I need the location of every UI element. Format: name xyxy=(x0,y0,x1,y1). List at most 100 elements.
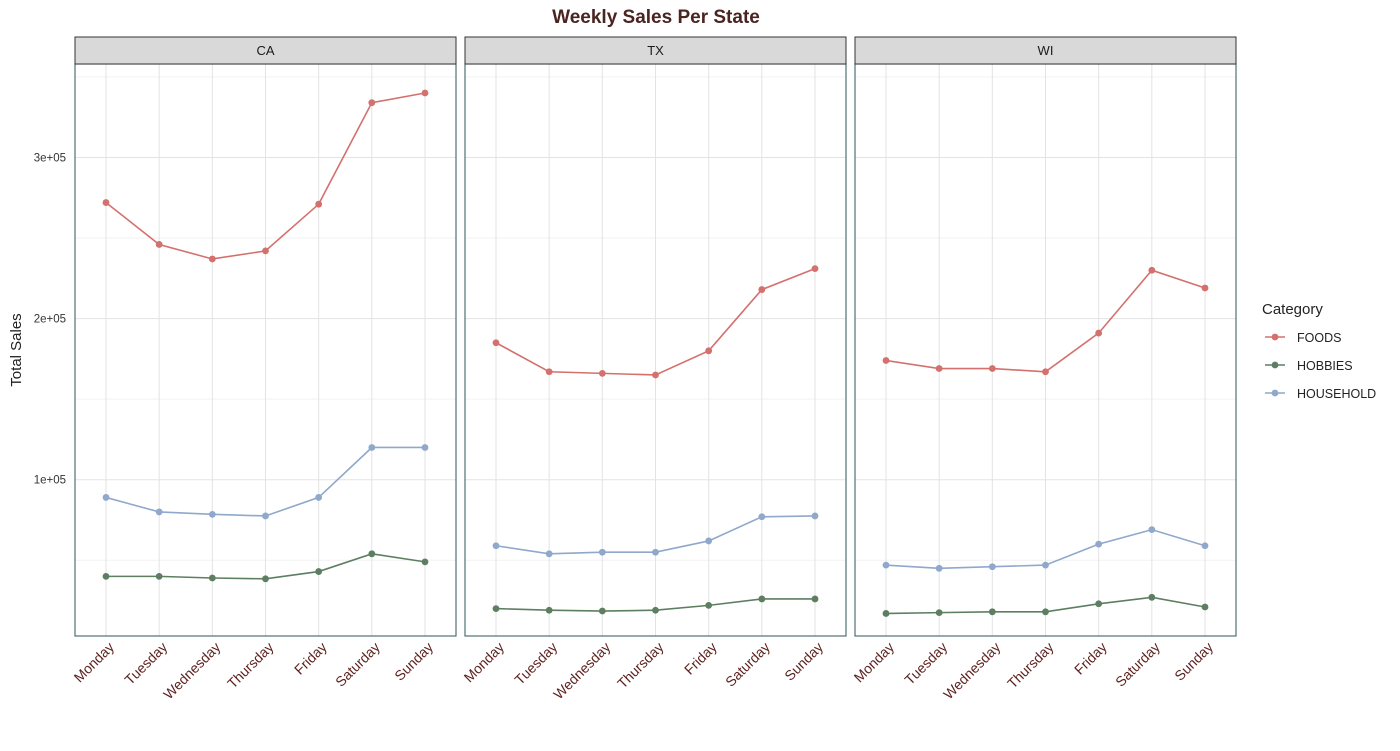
facet-strip xyxy=(74,36,457,65)
x-tick-label: Monday xyxy=(461,639,508,686)
data-point-hobbies xyxy=(315,568,323,575)
y-axis-label: Total Sales xyxy=(8,313,25,386)
x-tick-label: Saturday xyxy=(332,639,383,690)
data-point-household xyxy=(598,548,606,556)
y-tick-label: 2e+05 xyxy=(34,314,66,326)
data-point-foods xyxy=(102,199,110,206)
facet-strip xyxy=(464,36,847,65)
data-point-foods xyxy=(988,365,996,372)
data-point-foods xyxy=(208,255,216,263)
data-point-hobbies xyxy=(988,608,996,616)
data-point-hobbies xyxy=(421,558,429,566)
data-point-household xyxy=(1042,561,1049,569)
facet-label: CA xyxy=(256,43,274,58)
data-point-hobbies xyxy=(758,595,766,603)
data-point-foods xyxy=(421,89,429,97)
facet-label: TX xyxy=(647,43,664,58)
data-point-household xyxy=(811,512,819,520)
data-point-hobbies xyxy=(1042,608,1049,616)
data-point-household xyxy=(882,561,890,569)
facet-label: WI xyxy=(1038,43,1054,58)
x-tick-label: Sunday xyxy=(781,639,826,684)
legend-label-hobbies: HOBBIES xyxy=(1297,359,1353,373)
data-point-foods xyxy=(262,247,269,255)
data-point-household xyxy=(705,537,713,545)
data-point-foods xyxy=(1148,266,1156,274)
data-point-foods xyxy=(882,357,890,364)
legend-label-foods: FOODS xyxy=(1297,331,1341,345)
data-point-hobbies xyxy=(705,601,713,609)
data-point-hobbies xyxy=(652,606,659,614)
data-point-foods xyxy=(811,265,819,273)
data-point-foods xyxy=(652,371,659,379)
data-point-foods xyxy=(492,339,500,347)
x-tick-label: Saturday xyxy=(1112,639,1163,690)
x-tick-label: Tuesday xyxy=(901,639,950,688)
data-point-hobbies xyxy=(155,572,163,580)
y-tick-label: 1e+05 xyxy=(34,475,66,487)
data-point-household xyxy=(1148,526,1156,534)
data-point-household xyxy=(492,542,500,550)
data-point-hobbies xyxy=(1148,593,1156,601)
data-point-foods xyxy=(758,286,766,293)
x-tick-label: Friday xyxy=(291,639,330,678)
x-tick-label: Friday xyxy=(1071,639,1110,678)
x-tick-label: Monday xyxy=(851,639,898,686)
x-tick-label: Sunday xyxy=(1171,639,1216,684)
data-point-household xyxy=(368,444,376,451)
legend-key-point-household xyxy=(1271,389,1279,397)
legend-title: Category xyxy=(1262,301,1323,318)
data-point-foods xyxy=(368,99,376,107)
data-point-household xyxy=(1095,540,1103,548)
data-point-foods xyxy=(1042,368,1049,376)
data-point-household xyxy=(262,512,269,520)
data-point-hobbies xyxy=(1201,603,1209,611)
data-point-foods xyxy=(545,368,553,376)
x-tick-label: Thursday xyxy=(614,639,667,692)
data-point-household xyxy=(935,564,943,572)
data-point-household xyxy=(208,510,216,518)
x-tick-label: Monday xyxy=(71,639,118,686)
data-point-household xyxy=(315,494,323,501)
x-tick-label: Sunday xyxy=(391,639,436,684)
legend-label-household: HOUSEHOLD xyxy=(1297,387,1376,401)
data-point-hobbies xyxy=(492,605,500,613)
x-tick-label: Thursday xyxy=(1004,639,1057,692)
x-tick-label: Wednesday xyxy=(160,639,223,702)
data-point-foods xyxy=(155,241,163,248)
data-point-hobbies xyxy=(935,609,943,617)
data-point-foods xyxy=(1201,284,1209,292)
x-tick-label: Saturday xyxy=(722,639,773,690)
data-point-foods xyxy=(705,347,713,355)
data-point-foods xyxy=(598,369,606,377)
data-point-hobbies xyxy=(102,572,110,580)
data-point-hobbies xyxy=(368,550,376,558)
data-point-hobbies xyxy=(598,607,606,615)
x-tick-label: Wednesday xyxy=(940,639,1003,702)
x-tick-label: Thursday xyxy=(224,639,277,692)
data-point-foods xyxy=(1095,329,1103,337)
facet-strip xyxy=(854,36,1237,65)
x-tick-label: Tuesday xyxy=(121,639,170,688)
x-tick-label: Wednesday xyxy=(550,639,613,702)
data-point-household xyxy=(1201,542,1209,550)
legend-key-point-foods xyxy=(1271,333,1279,341)
data-point-foods xyxy=(315,200,323,208)
chart-title: Weekly Sales Per State xyxy=(552,7,760,28)
data-point-hobbies xyxy=(1095,600,1103,608)
data-point-household xyxy=(652,548,659,556)
data-point-hobbies xyxy=(262,575,269,583)
data-point-foods xyxy=(935,365,943,372)
data-point-hobbies xyxy=(545,606,553,614)
data-point-household xyxy=(155,508,163,516)
data-point-hobbies xyxy=(882,610,890,617)
x-tick-label: Tuesday xyxy=(511,639,560,688)
data-point-hobbies xyxy=(811,595,819,603)
data-point-household xyxy=(988,563,996,571)
data-point-household xyxy=(102,494,110,501)
y-tick-label: 3e+05 xyxy=(34,152,66,164)
data-point-household xyxy=(545,550,553,558)
data-point-hobbies xyxy=(208,574,216,582)
